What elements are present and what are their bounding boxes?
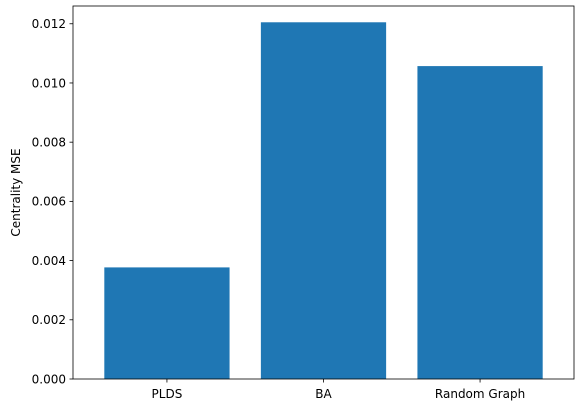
- y-tick-label: 0.004: [32, 254, 66, 268]
- plot-frame: [72, 5, 575, 380]
- y-tick-label: 0.000: [32, 372, 66, 386]
- x-tick-label: BA: [315, 387, 332, 401]
- y-tick-label: 0.012: [32, 17, 66, 31]
- bar-random-graph: [417, 66, 543, 379]
- y-tick-label: 0.008: [32, 135, 66, 149]
- bar-plds: [104, 267, 230, 379]
- x-tick-label: PLDS: [152, 387, 183, 401]
- y-axis-label: Centrality MSE: [9, 148, 23, 236]
- x-axis-ticks: PLDS BA Random Graph: [152, 379, 525, 401]
- bar-ba: [260, 22, 387, 380]
- x-tick-label: Random Graph: [435, 387, 525, 401]
- y-tick-label: 0.010: [32, 76, 66, 90]
- y-tick-label: 0.006: [32, 195, 66, 209]
- y-axis-ticks: 0.000 0.002 0.004 0.006 0.008 0.010 0.012: [32, 17, 73, 386]
- bars-group: [104, 22, 543, 380]
- y-tick-label: 0.002: [32, 313, 66, 327]
